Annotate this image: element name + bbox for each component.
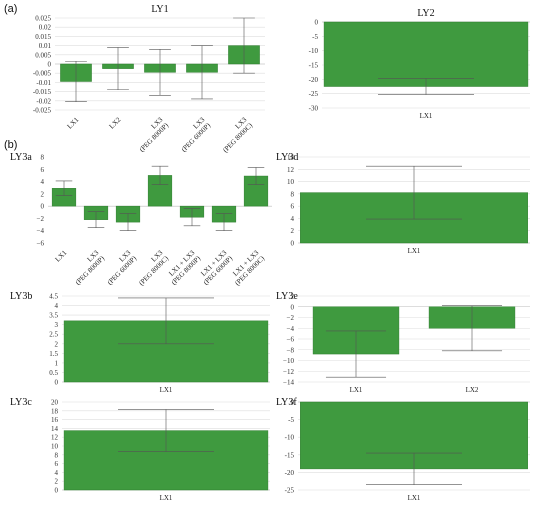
y-tick-label: 18: [51, 407, 59, 415]
y-tick-label: -15: [309, 62, 319, 70]
y-tick-label: −2: [37, 215, 45, 223]
y-tick-label: -25: [285, 487, 295, 495]
y-tick-label: 10: [287, 178, 295, 186]
y-tick-label: 3.5: [49, 312, 58, 320]
y-tick-label: 0.005: [35, 51, 51, 59]
y-tick-label: −14: [283, 379, 294, 387]
y-tick-label: -10: [285, 434, 295, 442]
y-tick-label: 12: [51, 434, 59, 442]
y-tick-label: 0: [55, 379, 59, 387]
y-tick-label: 0.02: [39, 24, 52, 32]
y-tick-label: 3: [55, 321, 59, 329]
x-tick-label: LX1: [420, 112, 433, 120]
chart-title: LY3b: [10, 291, 32, 302]
chart-ly1: LY10.0250.020.0150.010.0050-0.005-0.01-0…: [33, 4, 265, 154]
y-tick-label: 0: [291, 303, 295, 311]
y-tick-label: 0.015: [35, 33, 51, 41]
y-tick-label: 2.5: [49, 331, 58, 339]
y-tick-label: -15: [285, 451, 295, 459]
y-tick-label: 0: [55, 487, 59, 495]
y-tick-label: 0: [315, 19, 319, 27]
y-tick-label: -5: [288, 416, 294, 424]
y-tick-label: -25: [309, 90, 319, 98]
y-tick-label: −12: [283, 368, 294, 376]
y-tick-label: 0: [291, 399, 295, 407]
y-tick-label: −2: [287, 314, 295, 322]
chart-ly2: LY2 0 -5 -10 -15 -20 -25 -30 LX1: [309, 8, 530, 120]
y-tick-label: 20: [51, 399, 59, 407]
x-tick-label: LX1: [350, 386, 363, 394]
x-tick-label: LX1: [408, 494, 421, 502]
y-tick-label: 14: [287, 154, 295, 162]
chart-ly3b: LY3b 4.54 3.53 2.52 1.51 0.5 0 LX1: [10, 291, 270, 394]
y-tick-label: 16: [51, 416, 59, 424]
y-tick-label: -0.02: [36, 97, 51, 105]
y-tick-label: 10: [51, 443, 59, 451]
y-tick-label: −6: [287, 336, 295, 344]
section-label-a: (a): [4, 3, 18, 15]
y-tick-label: 6: [55, 460, 59, 468]
y-tick-label: -5: [312, 33, 318, 41]
chart-title: LY3e: [276, 291, 298, 302]
y-tick-label: 0.01: [39, 42, 52, 50]
y-tick-label: 14: [51, 425, 59, 433]
y-tick-label: 4: [41, 178, 45, 186]
y-tick-label: −8: [287, 346, 295, 354]
bar-lx1: [323, 21, 529, 87]
y-tick-label: −4: [287, 325, 295, 333]
y-tick-label: -20: [285, 469, 295, 477]
y-tick-label: 8: [41, 154, 45, 162]
chart-title: LY3f: [276, 397, 297, 408]
chart-title: LY3c: [10, 397, 32, 408]
y-tick-label: −6: [37, 240, 45, 248]
chart-title: LY1: [151, 4, 168, 15]
x-tick-label: LX1: [408, 247, 421, 255]
y-tick-label: 0: [48, 61, 52, 69]
y-tick-label: 2: [55, 478, 59, 486]
y-tick-label: 8: [55, 451, 59, 459]
y-tick-label: 1.5: [49, 350, 58, 358]
y-tick-label: 4: [291, 215, 295, 223]
y-tick-label: 4.5: [49, 293, 58, 301]
y-tick-label: -0.015: [33, 88, 52, 96]
y-tick-label: 0: [41, 203, 45, 211]
y-tick-label: -0.005: [33, 70, 52, 78]
y-tick-label: -20: [309, 76, 319, 84]
x-tick-label: LX2: [466, 386, 479, 394]
y-tick-label: −10: [283, 357, 294, 365]
x-tick-label: LX1: [160, 494, 173, 502]
y-tick-label: 2: [41, 190, 45, 198]
y-tick-label: -0.01: [36, 79, 51, 87]
y-tick-label: 0.5: [49, 369, 58, 377]
y-tick-label: -10: [309, 47, 319, 55]
y-tick-label: 2: [291, 293, 295, 301]
y-tick-label: 8: [291, 190, 295, 198]
y-tick-label: 4: [55, 469, 59, 477]
section-label-b: (b): [4, 139, 18, 151]
y-tick-label: 2: [55, 340, 59, 348]
y-tick-label: 4: [55, 302, 59, 310]
y-tick-label: 6: [41, 166, 45, 174]
y-tick-label: −4: [37, 227, 45, 235]
y-tick-label: -0.025: [33, 107, 52, 115]
x-tick-label: LX1: [160, 386, 173, 394]
chart-title: LY3d: [276, 152, 298, 163]
chart-title: LY2: [417, 8, 434, 19]
y-tick-label: 2: [291, 227, 295, 235]
y-tick-label: 6: [291, 203, 295, 211]
y-tick-label: -30: [309, 105, 319, 113]
y-tick-label: 0.025: [35, 15, 51, 23]
y-tick-label: 12: [287, 166, 295, 174]
y-tick-label: 1: [55, 359, 59, 367]
chart-title: LY3a: [10, 152, 32, 163]
y-tick-label: 0: [291, 240, 295, 248]
